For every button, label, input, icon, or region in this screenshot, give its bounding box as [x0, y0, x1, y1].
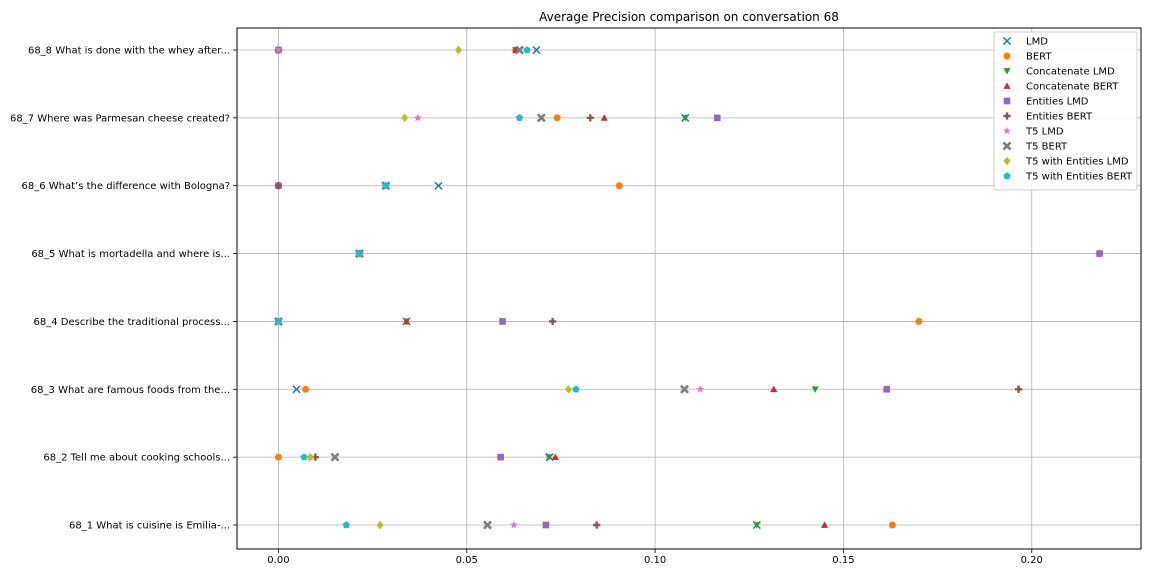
point-t5-with-entities-lmd: [376, 520, 384, 530]
plot-frame: [236, 27, 1142, 550]
legend-label: Entities BERT: [1026, 112, 1093, 123]
point-concatenate-bert: [770, 385, 778, 393]
point-concatenate-bert: [402, 317, 411, 325]
legend-label: T5 with Entities BERT: [1025, 172, 1133, 183]
point-bert: [302, 385, 310, 393]
legend-label: Entities LMD: [1026, 97, 1089, 108]
point-bert: [615, 182, 623, 190]
point-concatenate-lmd: [811, 386, 819, 393]
x-tick-label: 0.00: [267, 555, 289, 566]
point-t5-with-entities-lmd: [306, 452, 315, 462]
legend-frame: [993, 31, 1138, 191]
point-bert: [553, 114, 561, 122]
point-t5-with-entities-lmd: [564, 385, 573, 394]
x-tick-label: 0.15: [832, 555, 854, 566]
point-entities-lmd: [497, 453, 504, 461]
y-tick-label: 68_4 Describe the traditional process...: [34, 317, 230, 328]
point-entities-bert: [274, 182, 283, 190]
point-t5-with-entities-lmd: [401, 113, 409, 123]
legend-marker-t5-lmd: [1003, 126, 1011, 135]
point-bert: [888, 521, 896, 529]
legend-marker-entities-lmd: [1003, 97, 1011, 105]
point-t5-with-entities-bert: [515, 114, 524, 121]
point-entities-lmd: [713, 114, 721, 122]
point-entities-bert: [586, 114, 594, 122]
point-t5-lmd: [696, 385, 705, 393]
point-t5-with-entities-bert: [572, 385, 580, 393]
legend-label: Concatenate LMD: [1026, 67, 1115, 78]
point-bert: [274, 453, 282, 461]
y-tick-label: 68_8 What is done with the whey after...: [28, 46, 230, 57]
x-tick-label: 0.20: [1021, 555, 1043, 566]
y-tick-label: 68_2 Tell me about cooking schools...: [43, 453, 230, 464]
point-t5-with-entities-bert: [355, 249, 364, 257]
legend-label: T5 BERT: [1025, 142, 1068, 153]
point-t5-lmd: [413, 113, 422, 122]
y-tick-label: 68_3 What are famous foods from the...: [31, 385, 230, 396]
point-t5-bert: [536, 113, 546, 123]
point-t5-bert: [514, 45, 525, 55]
legend-marker-t5-bert: [1002, 141, 1012, 151]
point-t5-with-entities-bert: [342, 521, 350, 529]
legend-marker-concatenate-bert: [1003, 82, 1011, 89]
legend-marker-t5-with-entities-bert: [1003, 172, 1011, 180]
data-points: [273, 45, 1104, 530]
point-t5-with-entities-bert: [382, 181, 390, 189]
point-t5-with-entities-bert: [300, 453, 308, 461]
x-tick-label: 0.10: [644, 555, 666, 566]
point-entities-lmd: [883, 385, 891, 393]
legend-marker-bert: [1003, 52, 1011, 60]
point-concatenate-bert: [600, 114, 608, 121]
point-entities-bert: [549, 317, 557, 326]
point-t5-bert: [482, 520, 493, 530]
point-concatenate-lmd: [681, 114, 689, 122]
y-tick-label: 68_5 What is mortadella and where is...: [31, 249, 230, 260]
point-concatenate-lmd: [753, 522, 761, 529]
legend-marker-entities-bert: [1003, 112, 1011, 120]
point-t5-lmd: [509, 520, 518, 529]
point-entities-bert: [1014, 385, 1023, 393]
x-tick-label: 0.05: [456, 555, 478, 566]
point-lmd: [532, 45, 541, 55]
y-tick-label: 68_1 What is cuisine is Emilia-...: [69, 521, 230, 532]
point-lmd: [292, 385, 301, 394]
y-tick-label: 68_7 Where was Parmesan cheese created?: [10, 113, 230, 124]
y-tick-label: 68_6 What’s the difference with Bologna?: [22, 181, 230, 192]
point-t5-with-entities-bert: [523, 46, 531, 54]
point-t5-bert: [679, 384, 689, 394]
point-entities-lmd: [1096, 250, 1103, 257]
point-lmd: [434, 181, 443, 190]
point-concatenate-bert: [551, 453, 559, 461]
point-t5-with-entities-bert: [274, 317, 283, 325]
legend-label: BERT: [1026, 52, 1052, 63]
legend-marker-t5-with-entities-lmd: [1003, 156, 1011, 166]
legend: LMD BERT Concatenate LMD Concatenate BERT En…: [993, 31, 1138, 191]
axis-ticks: 0.00 0.05 0.10 0.15 0.20 68_1 What is cuisine…: [10, 46, 1043, 567]
legend-label: T5 LMD: [1025, 127, 1064, 138]
point-concatenate-bert: [821, 521, 829, 528]
point-concatenate-lmd: [545, 454, 553, 461]
legend-label: Concatenate BERT: [1026, 82, 1119, 93]
chart-title: Average Precision comparison on conversa…: [539, 10, 839, 24]
point-t5-with-entities-lmd: [454, 45, 463, 55]
point-t5-lmd: [274, 45, 283, 54]
point-entities-lmd: [542, 521, 550, 529]
legend-label: LMD: [1026, 37, 1048, 48]
legend-label: T5 with Entities LMD: [1025, 157, 1129, 168]
point-entities-lmd: [499, 318, 506, 325]
point-entities-bert: [593, 521, 601, 529]
legend-marker-lmd: [1002, 36, 1012, 46]
point-bert: [915, 317, 923, 325]
legend-marker-concatenate-lmd: [1003, 68, 1011, 75]
point-t5-bert: [330, 452, 340, 462]
